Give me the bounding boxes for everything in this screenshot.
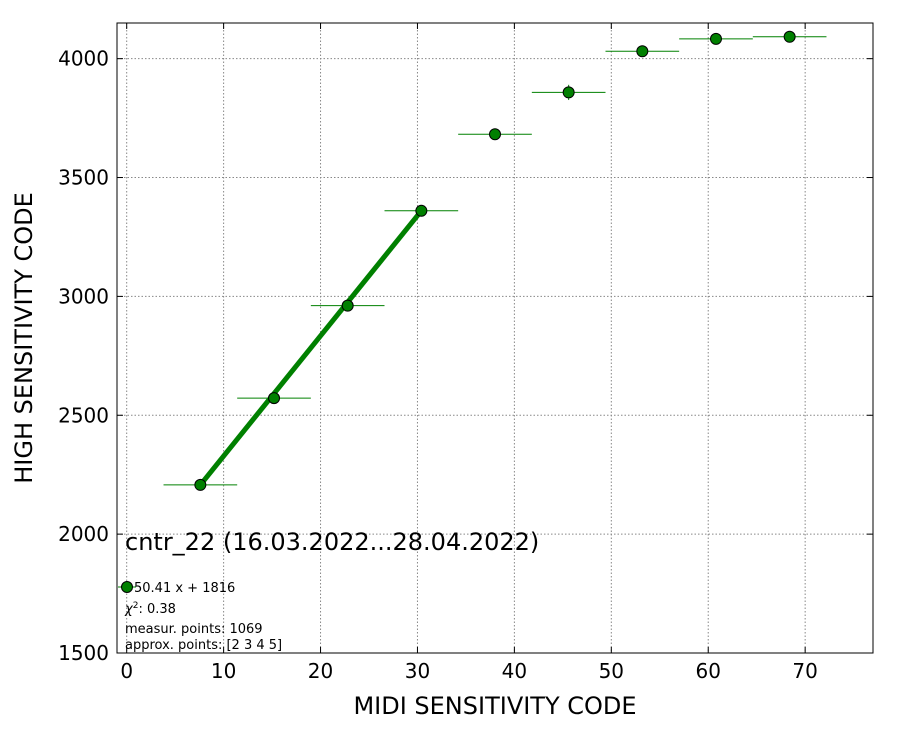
chi-square: χ2: 0.38 (124, 601, 176, 617)
data-point-6 (562, 86, 575, 99)
data-points (194, 30, 796, 491)
y-axis-label: HIGH SENSITIVITY CODE (10, 192, 38, 484)
y-tick-label: 3000 (58, 284, 109, 308)
measurement-points: measur. points: 1069 (125, 622, 263, 637)
chi-square-value: 0.38 (147, 602, 176, 617)
legend-marker (118, 581, 136, 593)
data-point-1 (194, 478, 207, 491)
annotations: cntr_22 (16.03.2022...28.04.2022) 50.41 … (118, 528, 539, 653)
data-point-4 (415, 204, 428, 217)
data-point-2 (268, 392, 281, 405)
x-axis-label: MIDI SENSITIVITY CODE (353, 692, 636, 720)
approx-points: approx. points: [2 3 4 5] (125, 638, 282, 653)
x-tick-label: 60 (696, 659, 721, 683)
data-point-8 (709, 32, 722, 45)
data-point-3 (341, 299, 354, 312)
dataset-label: cntr_22 (16.03.2022...28.04.2022) (125, 528, 539, 556)
x-tick-label: 10 (211, 659, 236, 683)
legend-marker-dot (121, 581, 133, 593)
y-tick-label: 2500 (58, 403, 109, 427)
x-tick-label: 0 (120, 659, 133, 683)
y-tick-label: 1500 (58, 641, 109, 665)
y-tick-label: 4000 (58, 47, 109, 71)
grid (117, 23, 873, 654)
x-tick-label: 40 (502, 659, 527, 683)
fit-line-group (198, 209, 424, 487)
y-tick-label: 2000 (58, 522, 109, 546)
x-tick-label: 20 (308, 659, 333, 683)
x-tick-label: 50 (599, 659, 624, 683)
data-point-5 (489, 128, 501, 141)
x-tick-label: 70 (792, 659, 817, 683)
ticks: 0 10 20 30 40 50 60 70 1500 2000 2500 3000 3500 4000 (58, 23, 873, 683)
fit-line (198, 209, 424, 487)
error-bars (163, 34, 827, 488)
plot-frame (116, 22, 874, 654)
x-tick-label: 30 (405, 659, 430, 683)
y-tick-label: 3500 (58, 166, 109, 190)
fit-equation: 50.41 x + 1816 (134, 581, 235, 596)
data-point-9 (783, 30, 796, 43)
data-point-7 (636, 45, 649, 58)
